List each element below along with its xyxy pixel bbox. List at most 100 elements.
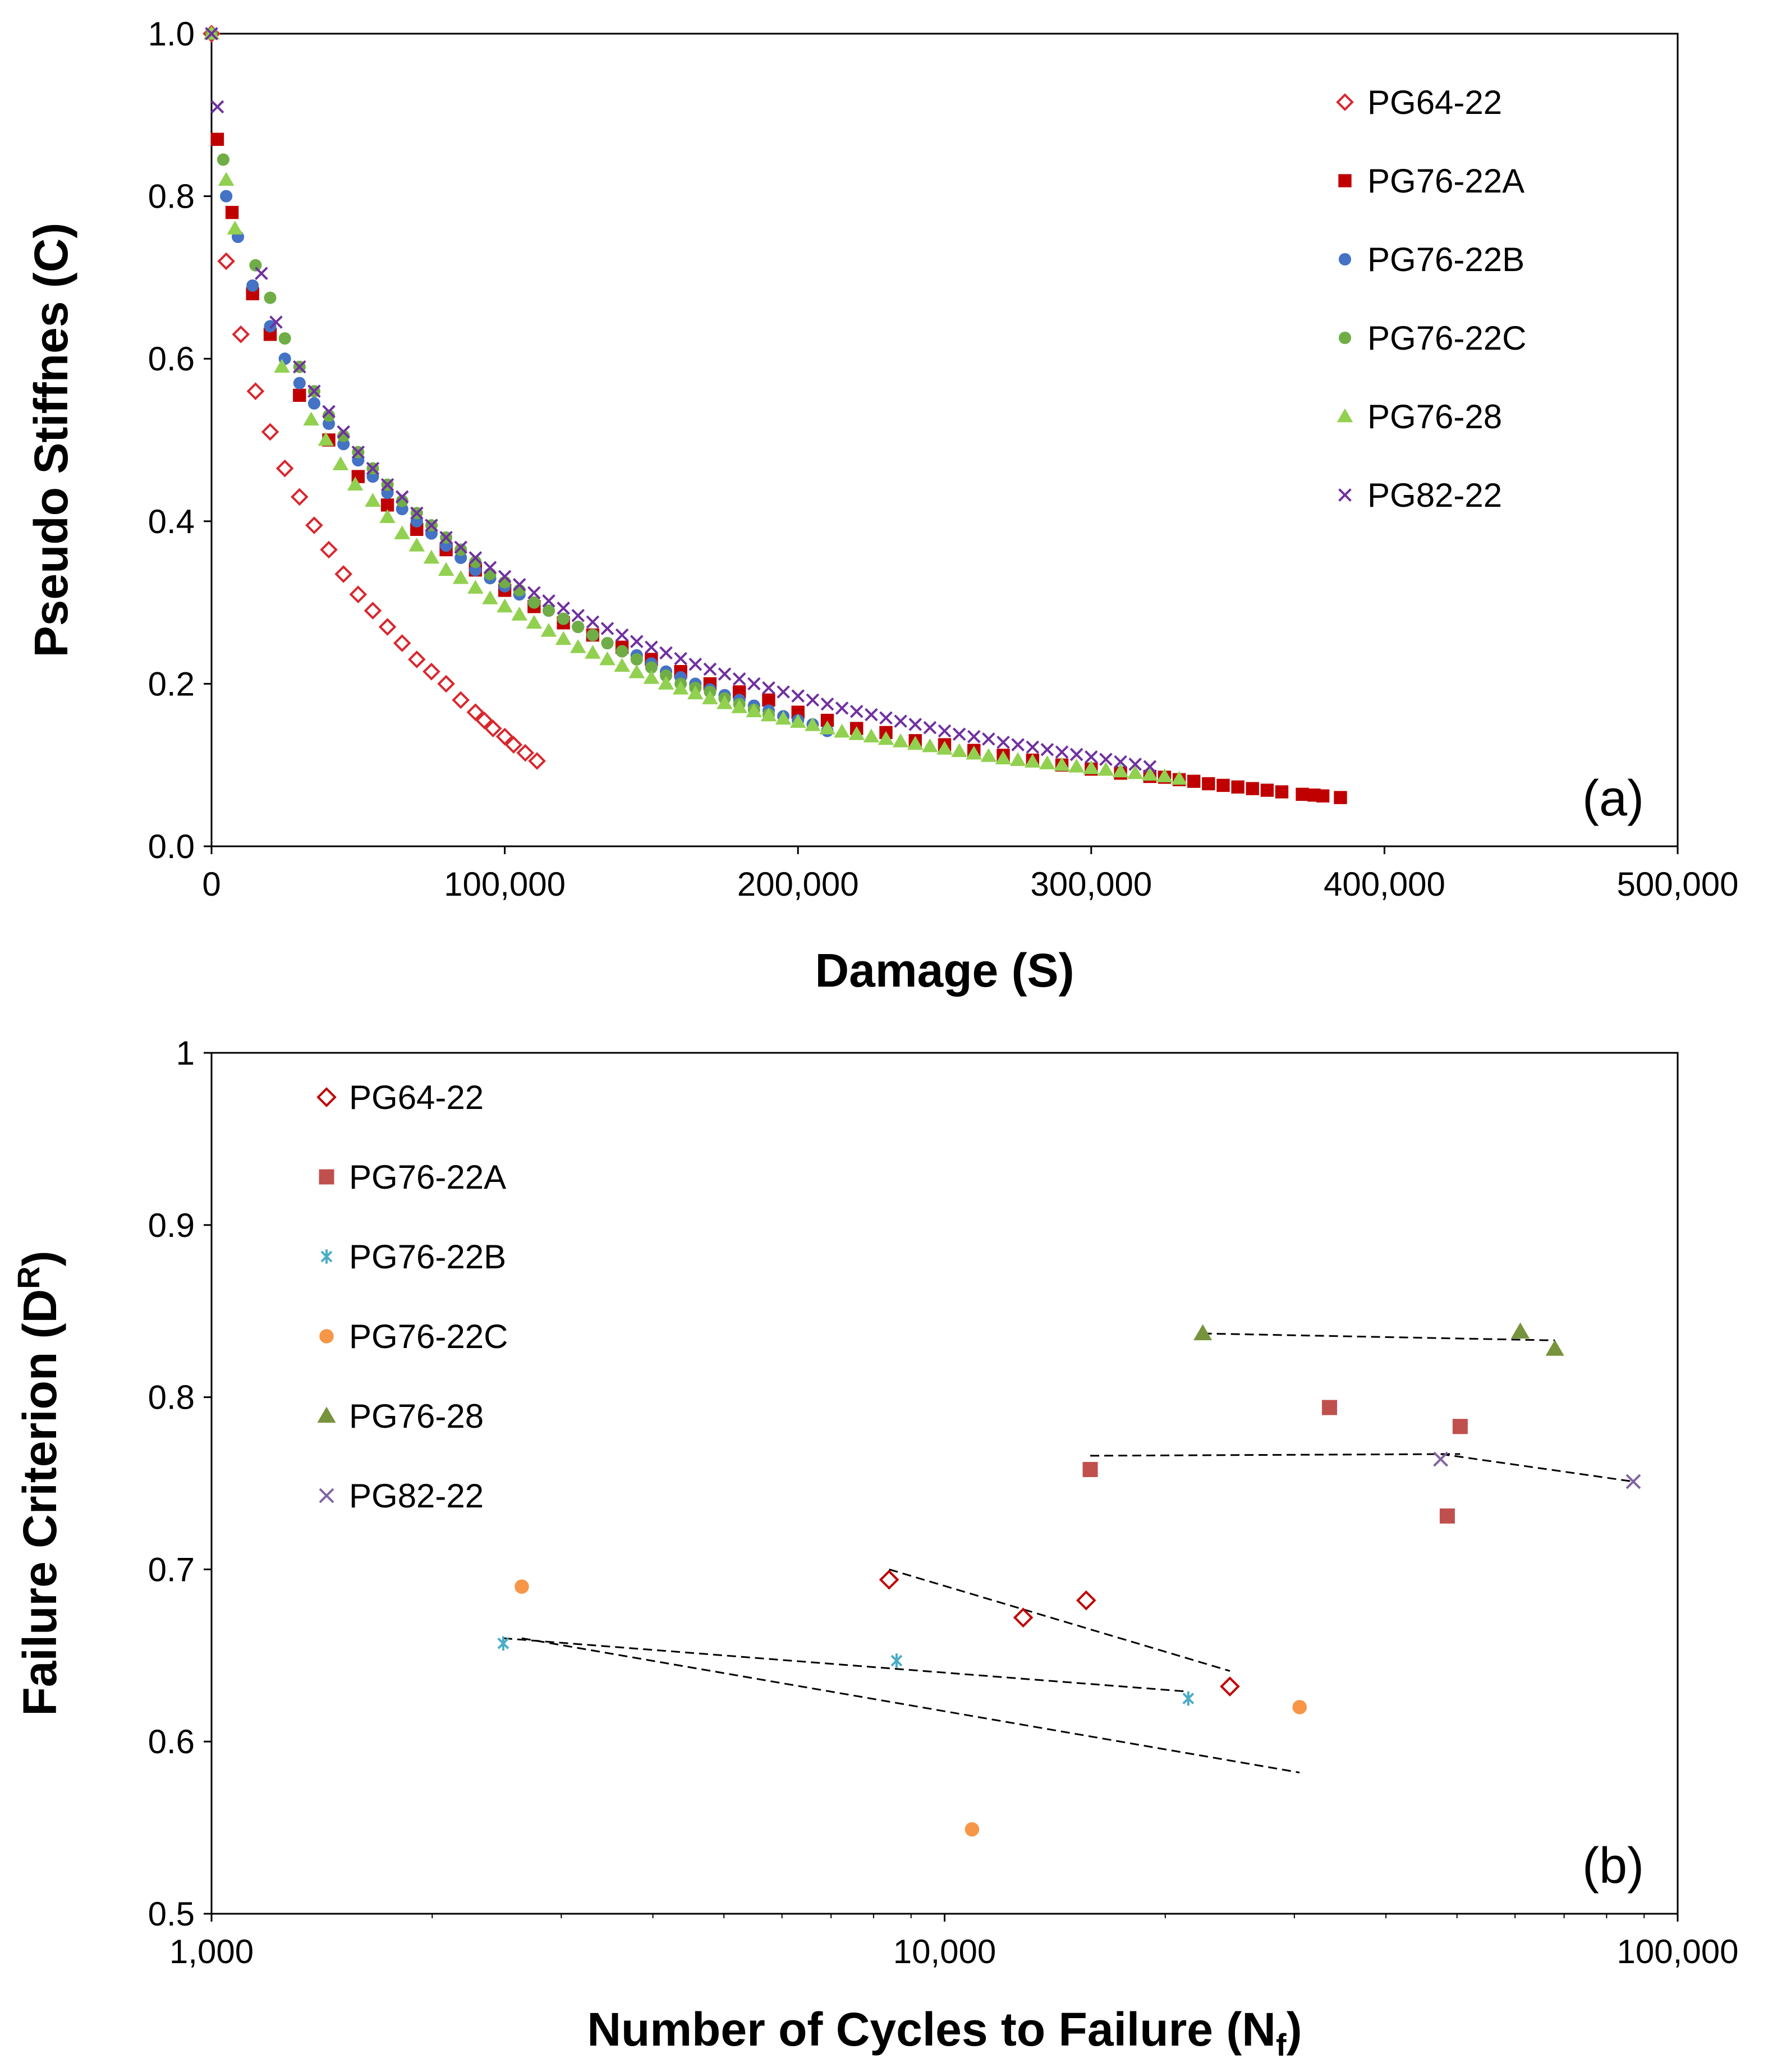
data-point <box>439 530 453 544</box>
data-point <box>322 405 336 419</box>
data-point <box>269 315 283 329</box>
legend-marker <box>1336 93 1354 111</box>
x-tick-label: 400,000 <box>1324 865 1445 903</box>
data-point <box>261 423 279 441</box>
data-point <box>1439 1508 1455 1524</box>
data-point <box>1040 742 1054 757</box>
data-point <box>1114 755 1127 769</box>
data-point <box>337 425 350 439</box>
data-point <box>894 714 907 728</box>
data-point <box>303 411 319 426</box>
data-point <box>322 409 336 422</box>
data-point <box>454 543 467 556</box>
data-point <box>1202 777 1215 791</box>
data-point <box>703 662 717 676</box>
data-point <box>511 607 528 621</box>
data-point <box>938 724 952 738</box>
data-point <box>293 377 306 389</box>
data-point <box>674 652 687 666</box>
plot-frame <box>210 33 1679 847</box>
data-point <box>848 726 865 740</box>
data-point <box>1112 763 1129 778</box>
x-tick-label: 100,000 <box>444 865 566 903</box>
data-point <box>365 493 381 507</box>
series-pg76-22b <box>220 190 834 737</box>
data-point <box>789 714 806 728</box>
data-point <box>542 594 555 608</box>
data-point <box>820 697 834 711</box>
data-point <box>380 498 394 512</box>
data-point <box>1296 787 1309 801</box>
data-point <box>951 743 967 757</box>
legend-label: PG76-28 <box>349 1397 484 1435</box>
trendline <box>1202 1332 1555 1341</box>
data-point <box>278 332 291 345</box>
data-point <box>586 615 600 629</box>
data-point <box>1625 1474 1641 1489</box>
series-pg76-22c <box>205 27 775 721</box>
legend-marker <box>317 1406 336 1423</box>
data-point <box>645 640 658 654</box>
y-axis-title: Failure Criterion (DR) <box>11 1250 66 1716</box>
data-point <box>923 721 937 735</box>
data-point <box>498 570 512 584</box>
data-point <box>863 728 880 742</box>
data-point <box>645 661 658 674</box>
y-axis-title-suffix: ) <box>13 1250 66 1266</box>
data-point <box>393 634 411 652</box>
data-point <box>437 675 455 693</box>
data-point <box>467 580 484 594</box>
data-point <box>732 672 746 686</box>
data-point <box>1068 758 1085 773</box>
data-point <box>425 519 438 532</box>
data-point <box>835 702 849 715</box>
data-point <box>879 711 893 725</box>
legend-label: PG82-22 <box>349 1477 484 1515</box>
data-point <box>702 690 718 704</box>
data-point <box>996 735 1010 749</box>
x-axis-title: Damage (S) <box>815 944 1074 997</box>
data-point <box>746 703 763 718</box>
data-point <box>555 631 572 645</box>
data-point <box>557 612 570 625</box>
data-point <box>395 490 409 504</box>
data-point <box>762 693 775 707</box>
legend-marker <box>316 1087 337 1107</box>
data-point <box>952 727 966 741</box>
series-pg76-28 <box>203 25 1187 785</box>
trendline <box>1090 1453 1461 1457</box>
data-point <box>1011 738 1025 751</box>
x-tick-label: 100,000 <box>1617 1933 1739 1970</box>
data-point <box>423 662 440 681</box>
data-point <box>351 445 365 459</box>
data-point <box>1013 1607 1034 1628</box>
series-pg82-22 <box>1433 1451 1641 1489</box>
data-point <box>1142 767 1158 781</box>
data-point <box>1231 780 1245 794</box>
data-point <box>687 685 704 700</box>
y-tick-label: 0.8 <box>148 1379 195 1417</box>
data-point <box>1260 783 1274 797</box>
data-point <box>570 639 586 653</box>
legend-marker <box>1338 174 1352 187</box>
data-point <box>379 509 396 523</box>
data-point <box>1082 1461 1098 1477</box>
data-point <box>497 1636 509 1651</box>
data-point <box>1187 774 1201 788</box>
data-point <box>528 752 546 770</box>
data-point <box>628 664 645 679</box>
data-point <box>454 540 468 554</box>
data-point <box>264 291 277 304</box>
data-point <box>540 622 557 637</box>
y-tick-label: 0.0 <box>148 828 195 865</box>
y-tick-label: 1 <box>176 1034 195 1072</box>
data-point <box>659 646 673 660</box>
data-point <box>255 267 268 280</box>
data-point <box>205 27 218 40</box>
data-point <box>890 1653 903 1668</box>
data-point <box>557 601 570 615</box>
data-point <box>1316 789 1330 803</box>
data-point <box>908 717 922 731</box>
data-point <box>805 717 821 731</box>
data-point <box>246 279 259 292</box>
